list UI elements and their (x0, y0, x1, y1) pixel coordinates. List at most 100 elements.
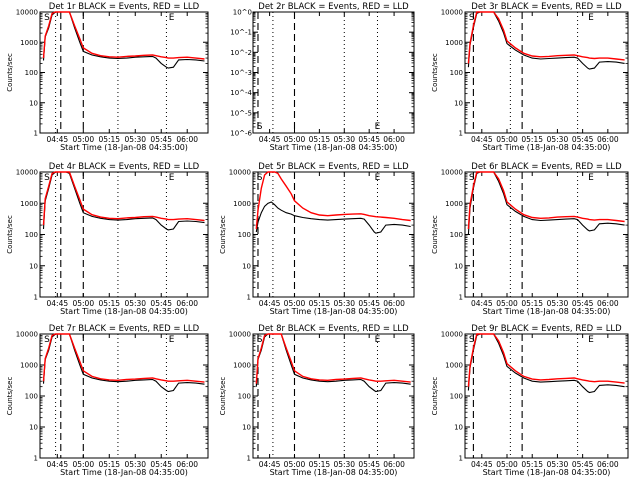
x-tick-label: 06:00 (383, 299, 405, 308)
series-line-events (255, 201, 411, 234)
y-tick-label: 10^-1 (230, 29, 252, 37)
marker-label-e: E (588, 335, 594, 345)
series-line-lld (255, 171, 411, 230)
x-tick-label: 05:30 (547, 299, 569, 308)
x-tick-label: 05:00 (284, 135, 306, 144)
x-tick-label: 05:15 (309, 460, 331, 469)
det-panel-6: Det 6r BLACK = Events, RED = LLD Start Ti… (431, 162, 629, 316)
marker-label-s: S (257, 122, 263, 132)
y-tick-label: 1 (34, 455, 38, 463)
y-tick-label: 10 (29, 424, 38, 432)
y-tick-label: 1000 (20, 362, 38, 370)
x-tick-label: 05:30 (124, 135, 146, 144)
x-axis-label: Start Time (18-Jan-08 04:35:00) (483, 143, 611, 152)
series-line-lld (42, 333, 205, 383)
x-tick-label: 04:45 (47, 135, 69, 144)
x-tick-label: 05:15 (98, 135, 120, 144)
det-panel-2: Det 2r BLACK = Events, RED = LLD Start Ti… (230, 2, 415, 152)
det-panel-5: Det 5r BLACK = Events, RED = LLD Start Ti… (219, 162, 415, 316)
chart-title: Det 4r BLACK = Events, RED = LLD (49, 162, 200, 172)
y-tick-label: 100 (238, 231, 251, 239)
y-tick-label: 100 (450, 393, 463, 401)
y-tick-label: 10 (454, 424, 463, 432)
y-tick-label: 10000 (441, 169, 463, 177)
x-tick-label: 05:30 (547, 135, 569, 144)
x-tick-label: 05:45 (572, 299, 594, 308)
det-panel-7: Det 7r BLACK = Events, RED = LLD Start Ti… (6, 324, 209, 477)
marker-label-e: E (375, 173, 381, 183)
x-tick-label: 04:45 (47, 460, 69, 469)
y-tick-label: 100 (238, 393, 251, 401)
y-tick-label: 100 (25, 393, 38, 401)
y-tick-label: 100 (25, 69, 38, 77)
y-tick-label: 10^-5 (230, 109, 252, 117)
y-axis-label: Counts/sec (6, 53, 14, 92)
x-tick-label: 05:15 (98, 460, 120, 469)
x-tick-label: 05:15 (309, 299, 331, 308)
series-line-lld (467, 333, 625, 387)
plot-frame (252, 171, 415, 298)
det-panel-9: Det 9r BLACK = Events, RED = LLD Start Ti… (431, 324, 629, 477)
y-tick-label: 1000 (445, 200, 463, 208)
chart-title: Det 6r BLACK = Events, RED = LLD (471, 162, 622, 172)
marker-label-e: E (169, 173, 175, 183)
plot-frame (39, 333, 209, 459)
plot-frame (252, 11, 415, 134)
x-tick-label: 06:00 (597, 299, 619, 308)
y-tick-label: 1 (34, 130, 38, 138)
y-tick-label: 10000 (16, 331, 38, 339)
marker-label-s: S (44, 13, 50, 23)
x-tick-label: 05:00 (496, 135, 518, 144)
x-tick-label: 05:45 (150, 299, 172, 308)
chart-title: Det 7r BLACK = Events, RED = LLD (49, 324, 200, 334)
y-tick-label: 10000 (229, 331, 251, 339)
x-tick-label: 05:30 (333, 460, 355, 469)
x-axis-label: Start Time (18-Jan-08 04:35:00) (270, 307, 398, 316)
det-panel-1: Det 1r BLACK = Events, RED = LLD Start Ti… (6, 2, 209, 152)
x-tick-label: 04:45 (471, 135, 493, 144)
x-tick-label: 05:00 (284, 460, 306, 469)
marker-label-s: S (469, 335, 475, 345)
y-tick-label: 10000 (441, 9, 463, 17)
y-axis-label: Counts/sec (431, 53, 439, 92)
chart-title: Det 3r BLACK = Events, RED = LLD (471, 2, 622, 12)
y-tick-label: 10 (242, 424, 251, 432)
y-tick-label: 10000 (441, 331, 463, 339)
x-axis-label: Start Time (18-Jan-08 04:35:00) (60, 143, 188, 152)
x-tick-label: 05:30 (124, 299, 146, 308)
y-tick-label: 10^-6 (230, 130, 252, 138)
x-axis-label: Start Time (18-Jan-08 04:35:00) (60, 468, 188, 477)
y-tick-label: 10 (242, 262, 251, 270)
det-panel-8: Det 8r BLACK = Events, RED = LLD Start Ti… (219, 324, 415, 477)
x-tick-label: 05:45 (150, 135, 172, 144)
marker-label-s: S (257, 173, 263, 183)
x-tick-label: 05:30 (333, 135, 355, 144)
x-tick-label: 05:30 (333, 299, 355, 308)
y-tick-label: 1000 (20, 200, 38, 208)
y-tick-label: 1 (459, 294, 463, 302)
marker-label-e: E (375, 122, 381, 132)
chart-title: Det 9r BLACK = Events, RED = LLD (471, 324, 622, 334)
x-tick-label: 05:15 (521, 299, 543, 308)
y-tick-label: 10000 (16, 169, 38, 177)
x-tick-label: 05:00 (72, 299, 94, 308)
marker-label-s: S (469, 13, 475, 23)
chart-title: Det 5r BLACK = Events, RED = LLD (258, 162, 409, 172)
series-line-lld (467, 11, 625, 64)
series-line-events (42, 333, 205, 393)
x-tick-label: 04:45 (259, 299, 281, 308)
x-tick-label: 05:30 (547, 460, 569, 469)
x-tick-label: 05:45 (358, 299, 380, 308)
y-tick-label: 1000 (20, 39, 38, 47)
x-tick-label: 06:00 (383, 135, 405, 144)
x-axis-label: Start Time (18-Jan-08 04:35:00) (270, 468, 398, 477)
x-tick-label: 05:00 (496, 460, 518, 469)
y-tick-label: 1000 (445, 39, 463, 47)
y-tick-label: 1 (247, 455, 251, 463)
x-tick-label: 06:00 (176, 135, 198, 144)
x-tick-label: 05:30 (124, 460, 146, 469)
y-axis-label: Counts/sec (431, 377, 439, 416)
plot-frame (464, 11, 629, 134)
marker-label-s: S (44, 173, 50, 183)
series-line-events (42, 11, 205, 69)
